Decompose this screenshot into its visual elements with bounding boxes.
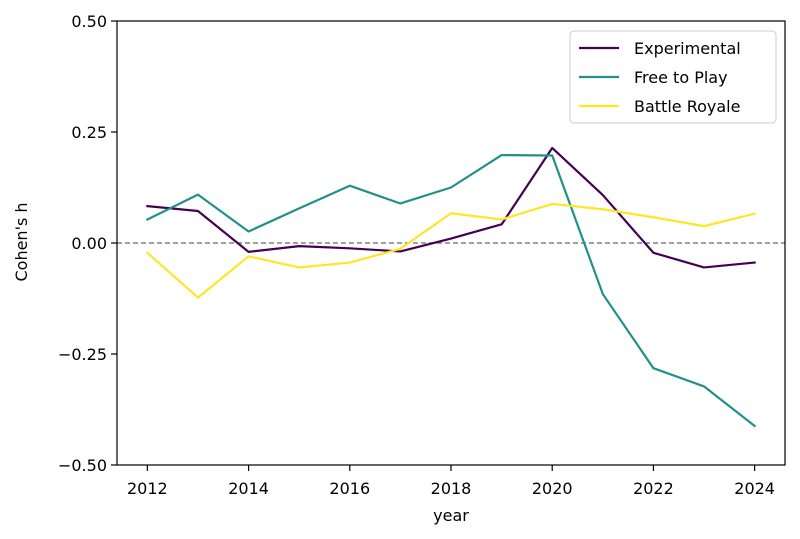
x-tick-label: 2024 xyxy=(734,479,775,498)
legend-entry-label: Battle Royale xyxy=(634,97,740,116)
legend-box xyxy=(569,30,777,124)
y-axis-label: Cohen's h xyxy=(12,202,31,281)
series-line-experimental xyxy=(146,146,756,269)
legend-entry-label: Experimental xyxy=(634,39,741,58)
series-line-battle-royale xyxy=(145,202,756,299)
x-tick-label: 2014 xyxy=(228,479,269,498)
series-line-free-to-play xyxy=(145,153,757,428)
legend-entry-label: Free to Play xyxy=(634,68,728,87)
y-tick-label: −0.50 xyxy=(58,456,107,475)
axes-layer: 2012 2014 2016 2018 2020 2022 2024 −0.50 −0.25 0.… xyxy=(58,12,786,498)
legend: Experimental Free to Play Battle Royale xyxy=(569,30,777,124)
x-tick-label: 2012 xyxy=(127,479,168,498)
x-tick-label: 2016 xyxy=(329,479,370,498)
x-tick-label: 2018 xyxy=(431,479,472,498)
series-layer xyxy=(117,146,785,428)
y-tick-label: 0.25 xyxy=(71,123,107,142)
y-tick-label: −0.25 xyxy=(58,345,107,364)
y-tick-label: 0.50 xyxy=(71,12,107,31)
x-tick-label: 2020 xyxy=(532,479,573,498)
x-tick-label: 2022 xyxy=(633,479,674,498)
y-tick-label: 0.00 xyxy=(71,234,107,253)
x-axis-label: year xyxy=(433,506,469,525)
